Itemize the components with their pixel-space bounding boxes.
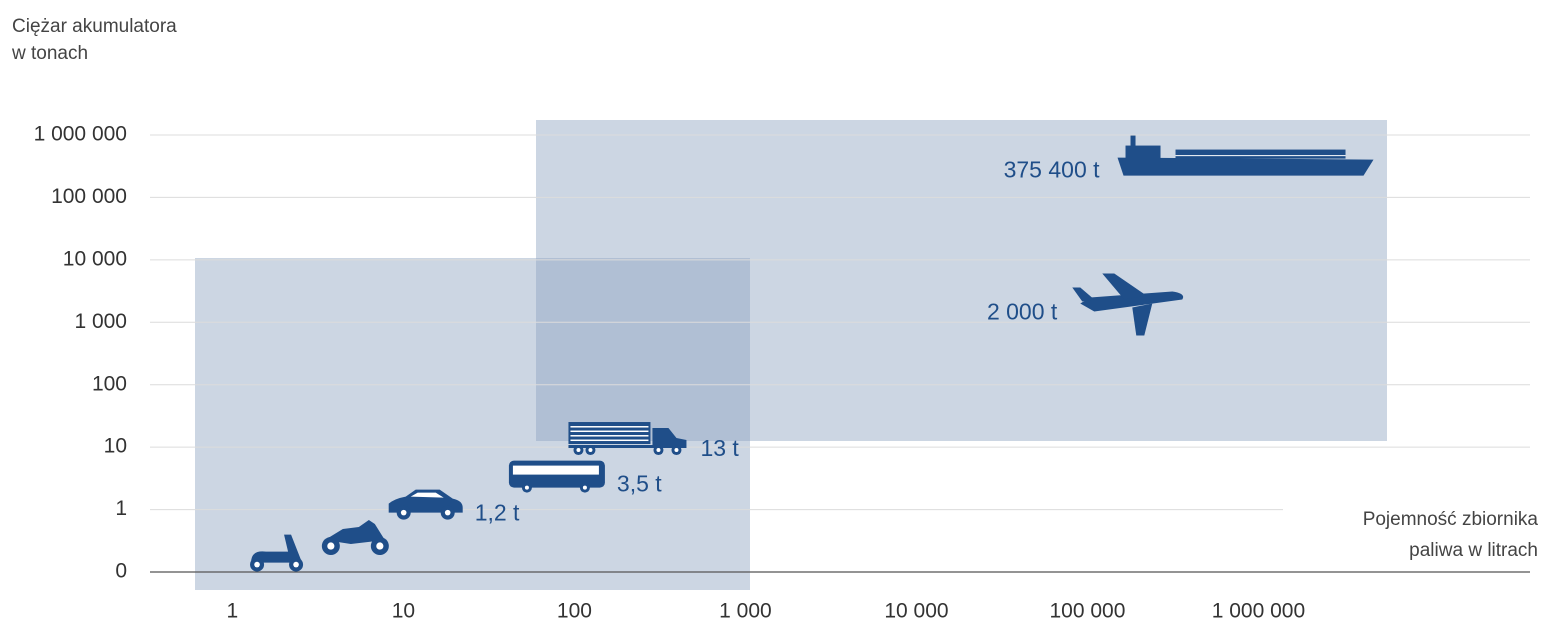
y-tick-label: 1 000 000: [34, 123, 127, 146]
icon-stripe: [570, 430, 649, 433]
icon-hub: [588, 448, 593, 453]
value-label: 3,5 t: [617, 471, 662, 497]
icon-part: [251, 534, 303, 563]
icon-part: [1117, 157, 1374, 176]
y-tick-label: 10: [104, 435, 127, 458]
value-label: 2 000 t: [987, 299, 1058, 325]
icon-hub: [376, 542, 384, 550]
vehicle-icon: [388, 489, 463, 520]
x-axis-label: Pojemność zbiornika: [1363, 509, 1539, 530]
icon-hub: [656, 448, 661, 453]
value-label: 13 t: [700, 435, 739, 461]
y-tick-label: 10 000: [63, 247, 127, 270]
x-axis-label: paliwa w litrach: [1409, 540, 1538, 561]
y-tick-label: 0: [115, 560, 127, 583]
icon-hub: [524, 485, 529, 490]
x-tick-label: 100: [557, 600, 592, 623]
vehicle-icon: [1072, 273, 1184, 336]
y-axis-label: Ciężar akumulatora: [12, 16, 177, 37]
icon-part: [1072, 287, 1095, 302]
icon-hub: [576, 448, 581, 453]
icon-window: [512, 465, 599, 475]
x-tick-label: 1 000: [719, 600, 772, 623]
value-label: 1,2 t: [475, 500, 520, 526]
icon-hub: [293, 561, 299, 568]
icon-stripe: [570, 426, 649, 428]
x-tick-label: 100 000: [1049, 600, 1125, 623]
icon-hub: [327, 542, 335, 550]
x-tick-label: 10 000: [884, 600, 948, 623]
y-tick-label: 1 000: [74, 310, 127, 333]
icon-stripe: [570, 439, 649, 442]
vehicle-icon: [508, 460, 605, 493]
x-tick-label: 1: [227, 600, 239, 623]
vehicle-icon: [250, 534, 304, 572]
icon-part: [568, 428, 687, 449]
icon-hub: [254, 561, 260, 568]
icon-part: [1130, 135, 1136, 148]
vehicle-icon: [321, 520, 389, 556]
icon-part: [1125, 145, 1161, 160]
icon-part: [1102, 273, 1147, 300]
icon-part: [1175, 149, 1346, 159]
y-tick-label: 100 000: [51, 185, 127, 208]
icon-part: [324, 520, 385, 545]
y-tick-label: 100: [92, 372, 127, 395]
vehicle-icon: [1117, 135, 1374, 176]
y-axis-label: w tonach: [11, 43, 88, 64]
icon-hub: [400, 509, 407, 516]
vehicle-icon: [568, 422, 687, 456]
icon-part: [1080, 291, 1184, 312]
x-tick-label: 10: [392, 600, 415, 623]
value-label: 375 400 t: [1004, 157, 1101, 183]
icon-hub: [674, 448, 679, 453]
y-tick-label: 1: [115, 497, 127, 520]
icon-hub: [444, 509, 451, 516]
icon-stripe: [570, 435, 649, 437]
icon-hub: [582, 485, 587, 490]
icon-part: [1132, 303, 1153, 336]
icon-window: [410, 492, 444, 498]
x-tick-label: 1 000 000: [1212, 600, 1305, 623]
